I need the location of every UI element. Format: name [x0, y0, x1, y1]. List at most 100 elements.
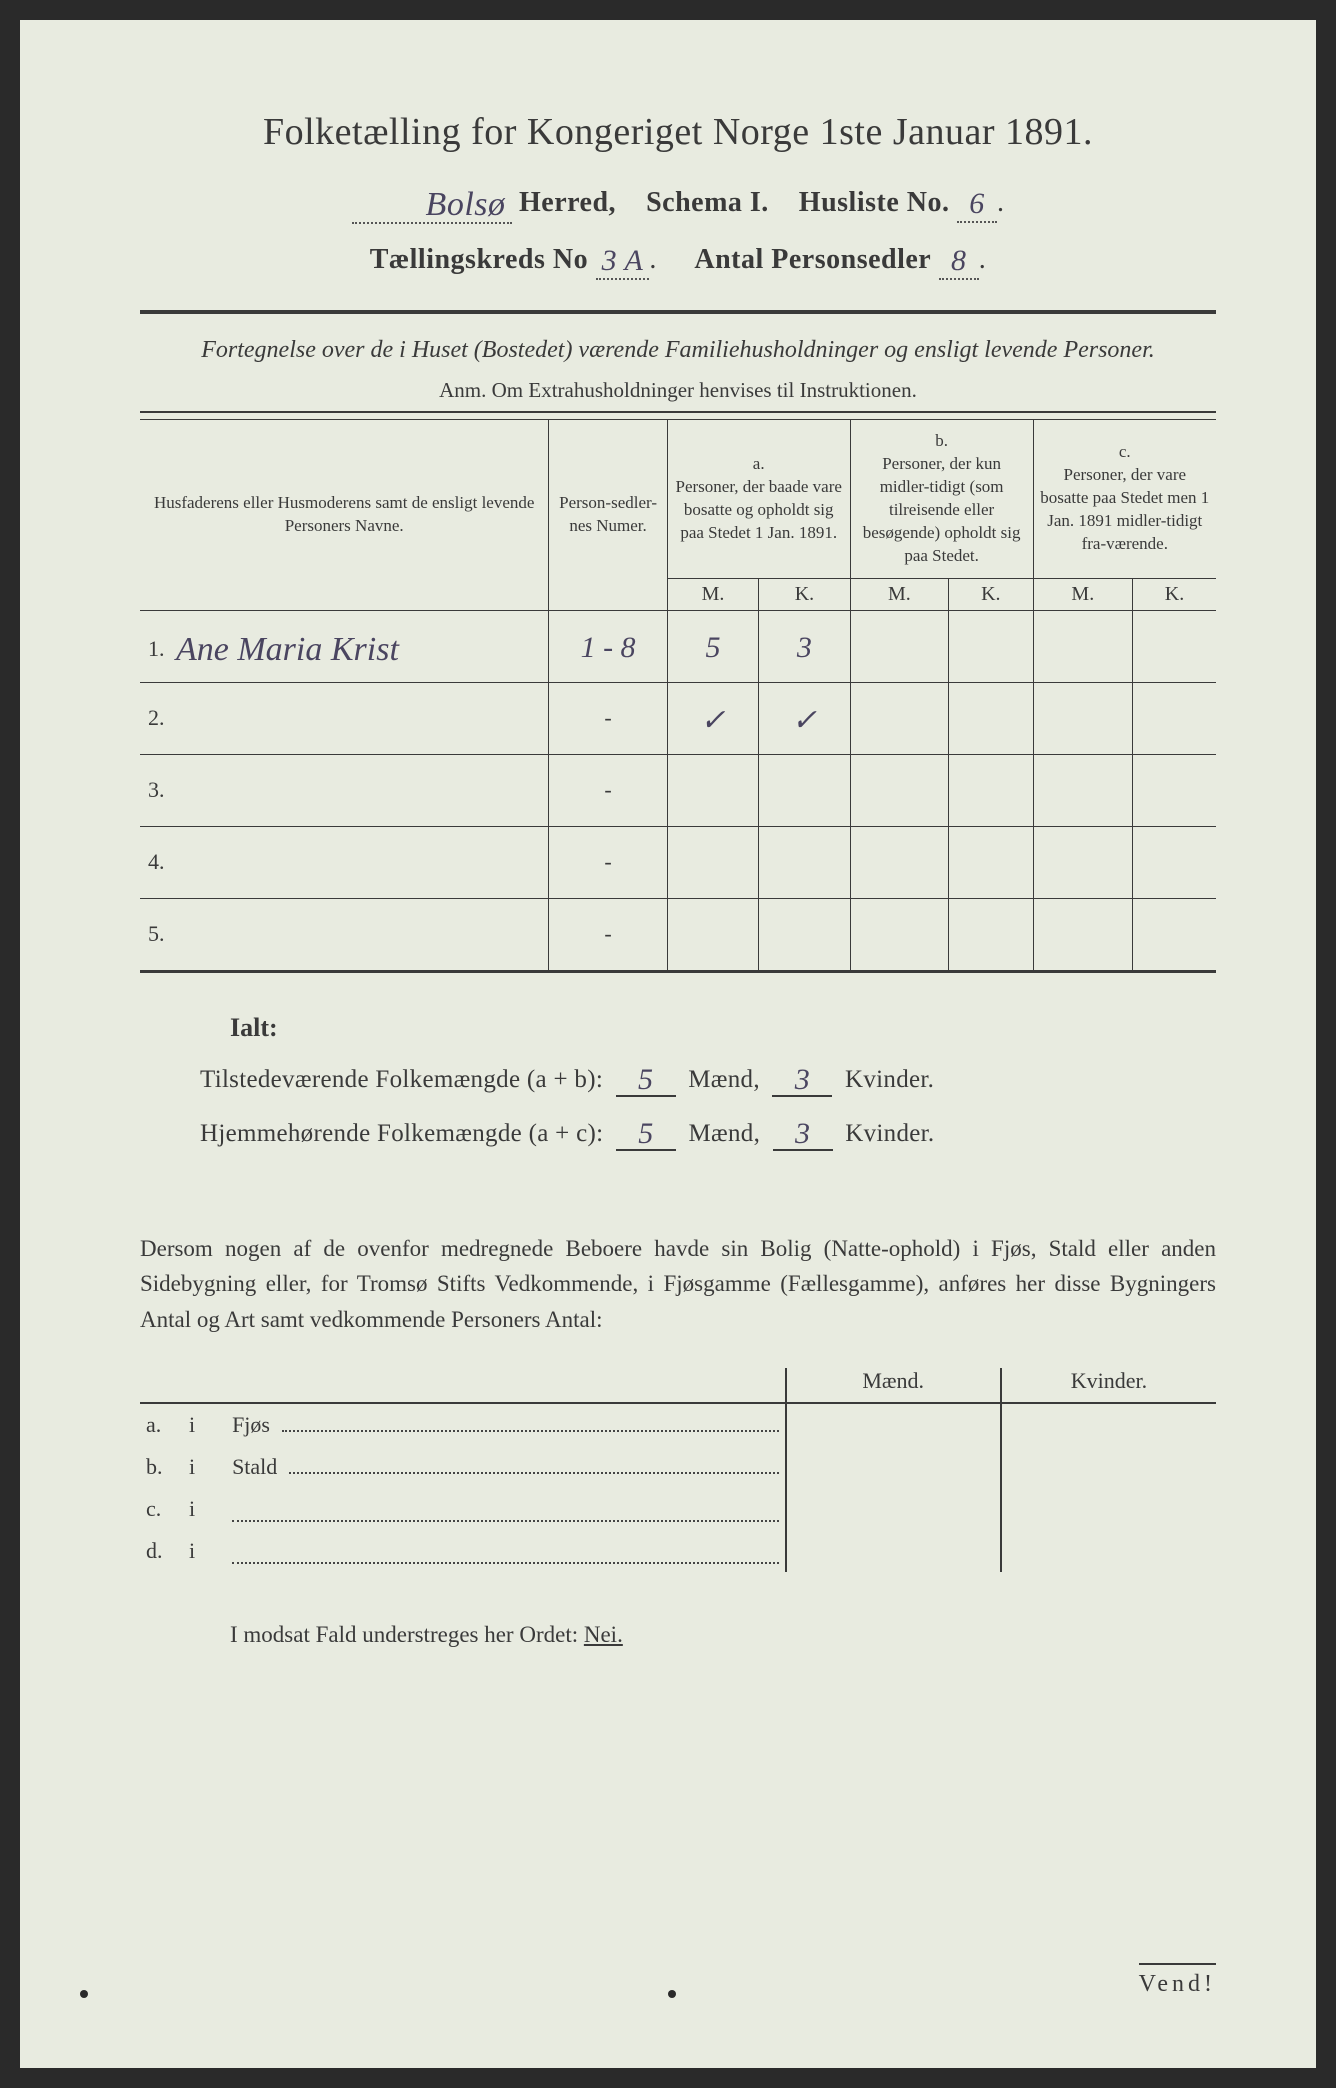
col-a-label: a.: [753, 454, 765, 473]
row2-cK: [1133, 682, 1216, 754]
bgn-b-loc: Stald: [226, 1446, 786, 1488]
sum-line-c: Hjemmehørende Folkemængde (a + c): 5 Mæn…: [200, 1115, 1216, 1151]
bgn-b-k: [1001, 1446, 1216, 1488]
dots-icon: [289, 1458, 778, 1474]
sum-a-kvinder: 3: [772, 1061, 832, 1097]
row1-name: 1.Ane Maria Krist: [140, 610, 549, 682]
bgn-c-lbl: c.: [140, 1488, 183, 1530]
bgn-c-loc: [226, 1488, 786, 1530]
table-top-rule: [140, 411, 1216, 413]
row4-cK: [1133, 826, 1216, 898]
bgn-a-loc: Fjøs: [226, 1403, 786, 1446]
census-form-page: Folketælling for Kongeriget Norge 1ste J…: [20, 20, 1316, 2068]
row1-numer: 1 - 8: [549, 610, 667, 682]
header-line-2: Bolsø Herred, Schema I. Husliste No. 6.: [140, 182, 1216, 224]
bgn-c-m: [786, 1488, 1001, 1530]
row5-name: 5.: [140, 898, 549, 970]
row3-numer: -: [549, 754, 667, 826]
row2-cM: [1033, 682, 1132, 754]
col-a-text: Personer, der baade vare bosatte og opho…: [676, 477, 842, 542]
row4-aM: [667, 826, 758, 898]
bgn-maend-header: Mænd.: [786, 1368, 1001, 1403]
sum-a-maend: 5: [616, 1061, 676, 1097]
col-c-text: Personer, der vare bosatte paa Stedet me…: [1040, 465, 1209, 553]
building-paragraph-text: Dersom nogen af de ovenfor medregnede Be…: [140, 1236, 1216, 1332]
bgn-row: d. i: [140, 1530, 1216, 1572]
bgn-a-lbl: a.: [140, 1403, 183, 1446]
buildings-header: Mænd. Kvinder.: [140, 1368, 1216, 1403]
col-b-header: b. Personer, der kun midler-tidigt (som …: [850, 420, 1033, 579]
buildings-block: Mænd. Kvinder. a. i Fjøs b. i Stald c. i: [140, 1368, 1216, 1572]
table-bottom-rule: [140, 971, 1216, 973]
divider: [140, 310, 1216, 314]
bgn-a-k: [1001, 1403, 1216, 1446]
kreds-field: 3 A: [596, 242, 650, 280]
dots-icon: [232, 1548, 779, 1564]
row5-bM: [850, 898, 948, 970]
row3-bM: [850, 754, 948, 826]
bgn-d-loc: [226, 1530, 786, 1572]
maend-label: Mænd,: [688, 1066, 760, 1093]
table-row: 2. - ✓ ✓: [140, 682, 1216, 754]
row4-bM: [850, 826, 948, 898]
subtitle: Fortegnelse over de i Huset (Bostedet) v…: [140, 332, 1216, 368]
antal-label: Antal Personsedler: [694, 244, 931, 275]
row5-numer: -: [549, 898, 667, 970]
row1-aM: 5: [667, 610, 758, 682]
bgn-d-m: [786, 1530, 1001, 1572]
row3-aK: [759, 754, 850, 826]
row4-aK: [759, 826, 850, 898]
maend-label-2: Mænd,: [688, 1120, 760, 1147]
c-m-header: M.: [1033, 578, 1132, 610]
building-paragraph: Dersom nogen af de ovenfor medregnede Be…: [140, 1231, 1216, 1338]
col-names-text: Husfaderens eller Husmoderens samt de en…: [154, 493, 535, 535]
page-title: Folketælling for Kongeriget Norge 1ste J…: [140, 110, 1216, 154]
row1-aK: 3: [759, 610, 850, 682]
row3-cM: [1033, 754, 1132, 826]
husliste-value: 6: [969, 187, 985, 220]
sum-c-kvinder: 3: [773, 1115, 833, 1151]
sum-c-maend: 5: [616, 1115, 676, 1151]
a-m-header: M.: [667, 578, 758, 610]
nei-line: I modsat Fald understreges her Ordet: Ne…: [230, 1622, 1216, 1648]
register-mark-icon: [80, 1990, 88, 1998]
row1-bM: [850, 610, 948, 682]
row2-aK: ✓: [759, 682, 850, 754]
table-row: 5. -: [140, 898, 1216, 970]
col-numer-text: Person-sedler-nes Numer.: [559, 493, 657, 535]
row2-numer: -: [549, 682, 667, 754]
bgn-kvinder-header: Kvinder.: [1001, 1368, 1216, 1403]
row1-cM: [1033, 610, 1132, 682]
vend-label: Vend!: [1139, 1963, 1216, 1998]
bgn-d-i: i: [183, 1530, 226, 1572]
col-c-header: c. Personer, der vare bosatte paa Stedet…: [1033, 420, 1216, 579]
anm-note: Anm. Om Extrahusholdninger henvises til …: [140, 378, 1216, 403]
dots-icon: [232, 1506, 779, 1522]
row2-aM: ✓: [667, 682, 758, 754]
row5-bK: [949, 898, 1034, 970]
bgn-b-lbl: b.: [140, 1446, 183, 1488]
bgn-row: a. i Fjøs: [140, 1403, 1216, 1446]
col-b-text: Personer, der kun midler-tidigt (som til…: [863, 454, 1021, 565]
bgn-b-m: [786, 1446, 1001, 1488]
nei-pre: I modsat Fald understreges her Ordet:: [230, 1622, 584, 1647]
census-table: Husfaderens eller Husmoderens samt de en…: [140, 419, 1216, 971]
row5-aM: [667, 898, 758, 970]
dots-icon: [282, 1416, 779, 1432]
col-names-header: Husfaderens eller Husmoderens samt de en…: [140, 420, 549, 611]
bgn-row: b. i Stald: [140, 1446, 1216, 1488]
a-k-header: K.: [759, 578, 850, 610]
husliste-field: 6: [957, 185, 997, 223]
bgn-c-i: i: [183, 1488, 226, 1530]
row2-bM: [850, 682, 948, 754]
sum-a-label: Tilstedeværende Folkemængde (a + b):: [200, 1066, 603, 1093]
row3-name: 3.: [140, 754, 549, 826]
row5-aK: [759, 898, 850, 970]
row4-name: 4.: [140, 826, 549, 898]
row5-cK: [1133, 898, 1216, 970]
kvinder-label-2: Kvinder.: [845, 1120, 934, 1147]
col-c-label: c.: [1119, 442, 1131, 461]
antal-value: 8: [951, 244, 967, 277]
row5-cM: [1033, 898, 1132, 970]
table-row: 4. -: [140, 826, 1216, 898]
